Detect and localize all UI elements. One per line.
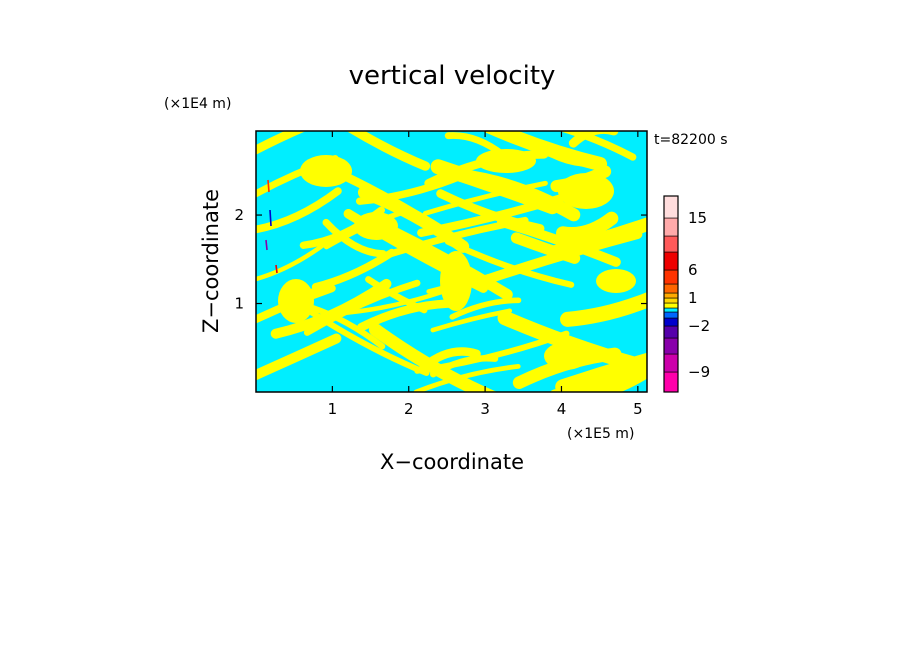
colorbar-tick-label: −2 — [688, 317, 710, 335]
positive-patch-7 — [596, 269, 636, 293]
colorbar-swatch — [663, 283, 679, 294]
positive-band-34 — [429, 355, 499, 378]
positive-band-4 — [256, 333, 342, 381]
colorbar: −9 −2 1 6 15 — [663, 195, 710, 393]
x-axis-title: X−coordinate — [380, 450, 524, 474]
colorbar-swatch — [663, 371, 679, 393]
positive-band-26 — [355, 171, 466, 205]
positive-band-19 — [368, 323, 498, 392]
x-tick-label: 4 — [557, 400, 567, 418]
positive-band-20 — [309, 304, 386, 350]
x-axis-unit: (×1E5 m) — [567, 426, 634, 442]
positive-band-30 — [422, 180, 548, 216]
x-tick-label: 3 — [480, 400, 490, 418]
y-tick-label: 1 — [234, 295, 244, 313]
x-axis: 1 2 3 4 5 — [328, 131, 643, 418]
positive-patch-5 — [278, 279, 314, 323]
y-axis: 12 — [234, 206, 647, 313]
y-axis-unit: (×1E4 m) — [164, 96, 231, 112]
colorbar-swatch — [663, 325, 679, 339]
colorbar-tick-label: −9 — [688, 363, 710, 381]
positive-band-7 — [256, 187, 342, 234]
positive-patch-0 — [300, 155, 352, 187]
positive-band-46 — [526, 136, 600, 167]
positive-band-8 — [256, 284, 336, 324]
colorbar-swatch — [663, 195, 679, 219]
positive-band-45 — [497, 217, 621, 267]
positive-band-9 — [256, 242, 327, 282]
positive-patch-6 — [440, 251, 472, 311]
positive-band-51 — [555, 352, 647, 392]
y-axis-title: Z−coordinate — [199, 189, 223, 333]
positive-band-21 — [346, 131, 431, 171]
velocity-streak-0 — [267, 179, 270, 193]
x-tick-label: 5 — [633, 400, 643, 418]
contour-field — [256, 131, 647, 392]
positive-band-23 — [419, 347, 481, 372]
positive-bands — [256, 131, 647, 392]
colorbar-swatch — [663, 317, 679, 327]
time-label: t=82200 s — [654, 132, 728, 148]
positive-band-50 — [568, 131, 619, 148]
colorbar-tick-label: 15 — [688, 209, 707, 227]
plot-frame — [255, 130, 648, 393]
positive-band-54 — [560, 292, 647, 327]
colorbar-tick-label: 6 — [688, 261, 698, 279]
positive-band-17 — [322, 218, 387, 258]
positive-band-53 — [546, 217, 647, 260]
colorbar-swatch — [663, 302, 679, 309]
colorbar-swatch — [663, 235, 679, 253]
colorbar-swatch — [663, 292, 679, 299]
colorbar-swatch — [663, 297, 679, 304]
strong-velocity-streaks — [265, 179, 278, 274]
positive-band-25 — [413, 363, 521, 392]
colorbar-swatch — [663, 217, 679, 237]
colorbar-swatch — [663, 251, 679, 271]
positive-band-44 — [430, 159, 560, 215]
chart-title: vertical velocity — [349, 61, 556, 91]
x-tick-label: 2 — [404, 400, 414, 418]
positive-patch-2 — [476, 149, 536, 173]
positive-band-22 — [449, 297, 522, 320]
colorbar-frame — [663, 195, 679, 393]
velocity-streak-2 — [265, 239, 268, 251]
y-tick-label: 2 — [234, 206, 244, 224]
velocity-streak-1 — [269, 209, 272, 227]
colorbar-tick-label: 1 — [688, 289, 698, 307]
colorbar-swatch — [663, 307, 679, 313]
colorbar-swatch — [663, 311, 679, 319]
positive-patch-3 — [558, 173, 614, 209]
positive-patch-4 — [544, 342, 588, 370]
velocity-streak-3 — [275, 264, 278, 274]
colorbar-swatch — [663, 337, 679, 355]
colorbar-swatch — [663, 269, 679, 285]
positive-band-55 — [550, 362, 647, 392]
x-tick-label: 1 — [328, 400, 338, 418]
positive-band-56 — [556, 211, 619, 241]
positive-patch-1 — [354, 212, 398, 240]
colorbar-swatch — [663, 353, 679, 373]
